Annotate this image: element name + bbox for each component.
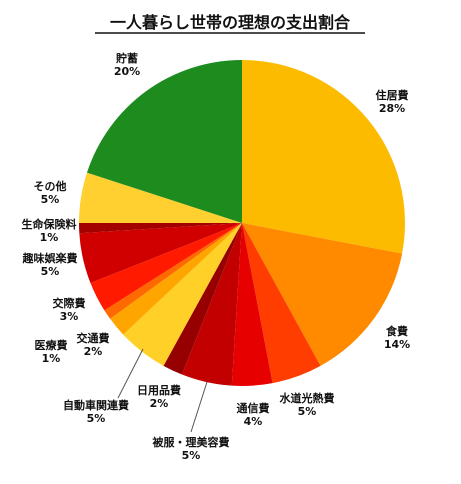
- slice-label: 被服・理美容費: [153, 435, 230, 449]
- slice-value-label: 20%: [114, 65, 140, 78]
- slice-label: 交通費: [77, 331, 110, 345]
- pie-slice: [79, 223, 242, 283]
- slice-value-label: 14%: [384, 338, 410, 351]
- slice-value-label: 28%: [379, 102, 405, 115]
- pie-slice: [242, 223, 403, 366]
- slice-label: その他: [34, 179, 67, 193]
- slice-value-label: 2%: [84, 345, 103, 358]
- slice-value-label: 1%: [42, 352, 61, 365]
- slice-label: 住居費: [376, 88, 409, 102]
- pie-slice: [79, 172, 242, 223]
- slice-value-label: 2%: [150, 397, 169, 410]
- leader-line: [190, 381, 208, 433]
- pie-slice: [123, 223, 242, 366]
- slice-label: 生命保険料: [22, 217, 77, 231]
- pie-slice: [182, 223, 242, 386]
- slice-label: 医療費: [35, 338, 68, 352]
- pie-slice: [79, 223, 242, 234]
- pie-slice: [104, 223, 243, 319]
- slice-label: 水道光熱費: [280, 391, 335, 405]
- pie-slice: [242, 223, 321, 384]
- pie-slice: [86, 60, 242, 223]
- slice-label: 自動車関連費: [63, 398, 129, 412]
- slice-value-label: 5%: [298, 405, 317, 418]
- slice-value-label: 5%: [182, 449, 201, 462]
- slice-label: 貯蓄: [116, 51, 138, 65]
- slice-value-label: 1%: [40, 231, 59, 244]
- slice-value-label: 5%: [87, 412, 106, 425]
- pie-slice: [90, 223, 242, 311]
- slice-value-label: 4%: [244, 415, 263, 428]
- pie-slice: [231, 223, 273, 387]
- pie-slice: [110, 223, 242, 335]
- slice-label: 日用品費: [137, 383, 181, 397]
- slice-value-label: 5%: [41, 265, 60, 278]
- leader-line: [117, 348, 144, 399]
- slice-label: 交際費: [53, 296, 86, 310]
- slice-label: 食費: [386, 324, 408, 338]
- pie-slice: [163, 223, 242, 375]
- slice-value-label: 5%: [41, 193, 60, 206]
- slice-label: 趣味娯楽費: [22, 251, 78, 265]
- slice-label: 通信費: [237, 401, 270, 415]
- slice-value-label: 3%: [60, 310, 79, 323]
- chart-title: 一人暮らし世帯の理想の支出割合: [110, 13, 351, 32]
- pie-slice: [242, 60, 405, 254]
